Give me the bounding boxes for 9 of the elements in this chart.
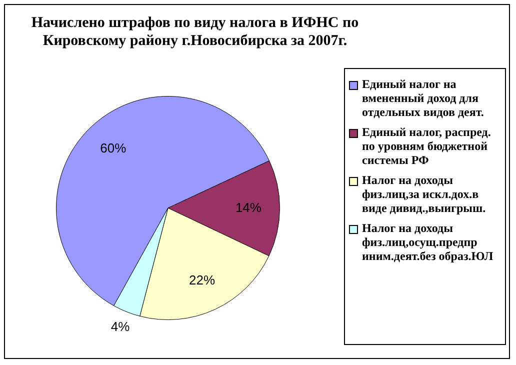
data-label: 4%: [110, 318, 130, 334]
legend-label: Единый налог, распред. по уровням бюджетной системы РФ: [362, 125, 492, 167]
data-label: 60%: [100, 140, 127, 156]
legend-label: Налог на доходы физ.лиц,осущ.предпр иним.деят.без образ.ЮЛ: [362, 221, 494, 263]
chart-title: Начислено штрафов по виду налога в ИФНС по Кировскому району г.Новосибирска за 2007г.: [30, 14, 360, 50]
data-label: 14%: [235, 200, 262, 215]
data-label: 22%: [188, 272, 216, 288]
legend-label: Налог на доходы физ.лиц,за искл.дох.в виде дивид.,выигрыш.: [362, 173, 487, 215]
legend-label: Единый налог на вмененный доход для отдельных видов деят.: [362, 77, 485, 119]
